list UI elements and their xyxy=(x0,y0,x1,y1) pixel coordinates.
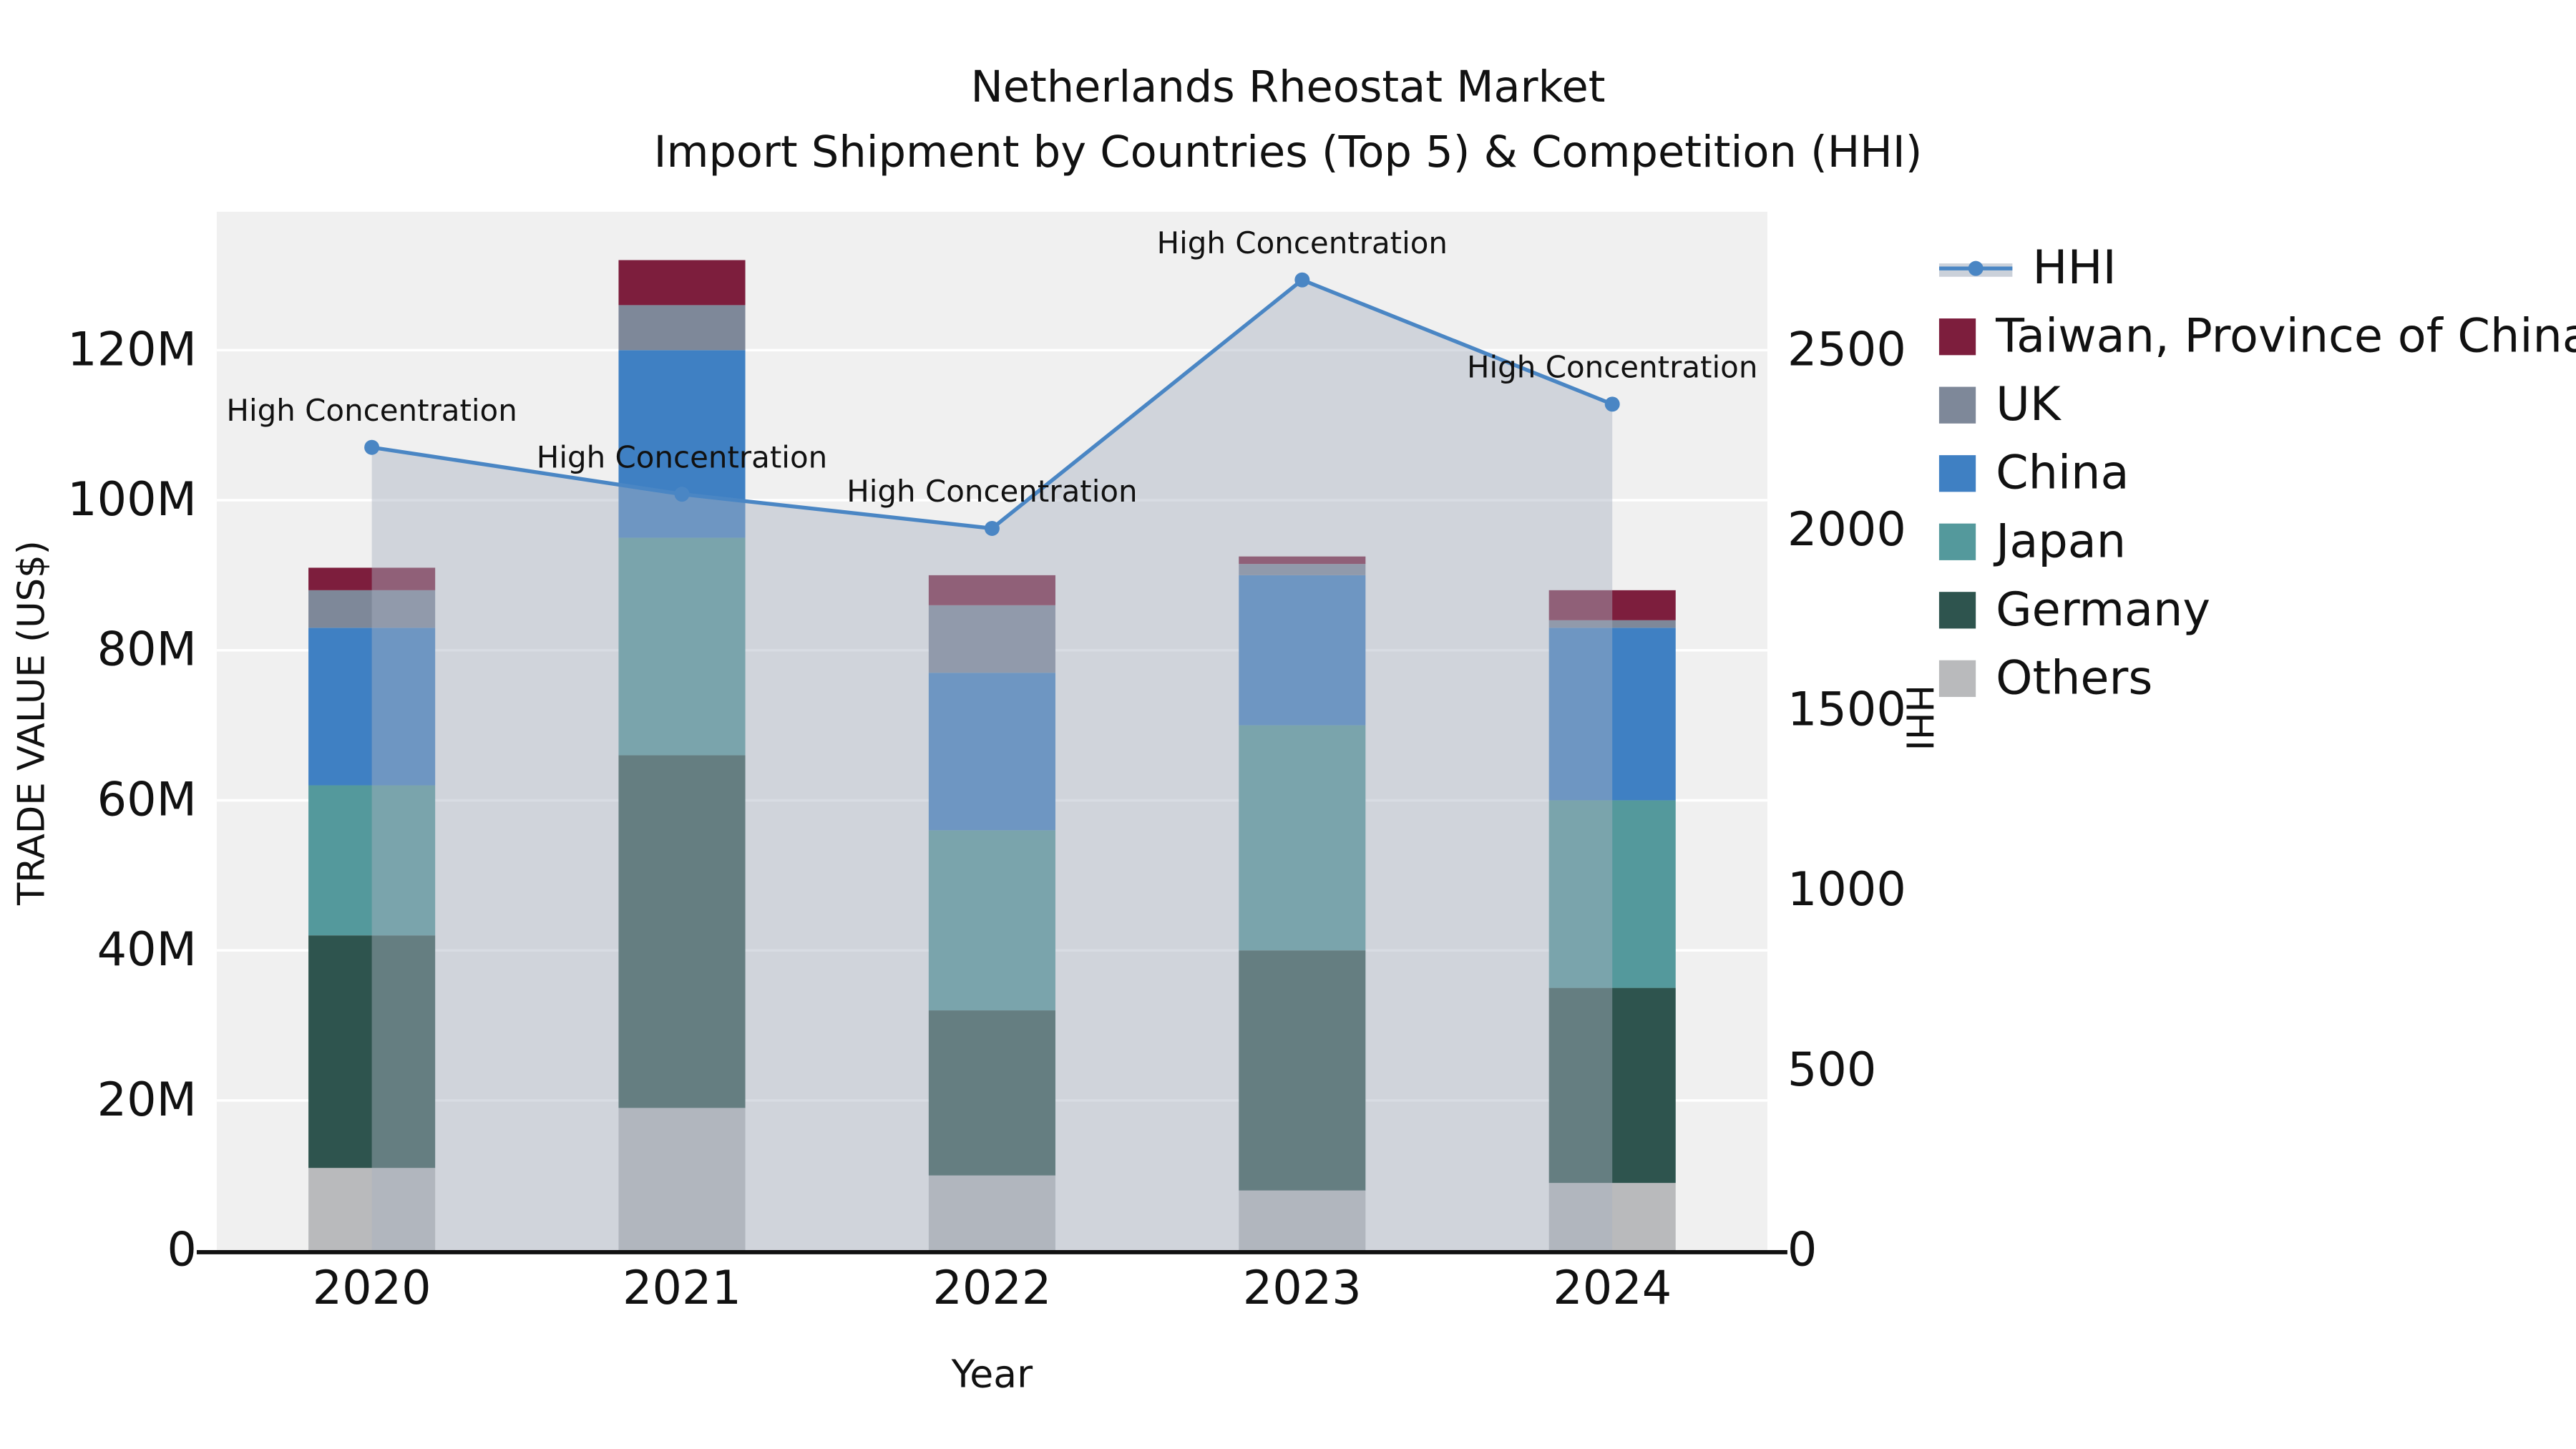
bar-segment-uk[interactable] xyxy=(308,590,436,628)
hhi-axis-label: HHI xyxy=(1896,684,1938,751)
legend-swatch-taiwan-province-of-china xyxy=(1938,317,1976,355)
y-tick-label: 60M xyxy=(97,772,197,826)
bar-segment-germany[interactable] xyxy=(1239,950,1366,1191)
trade-value-axis-label: TRADE VALUE (US$) xyxy=(12,540,54,906)
y2-tick-label: 1000 xyxy=(1787,862,1906,917)
bar-segment-others[interactable] xyxy=(928,1175,1055,1251)
y-tick-label: 100M xyxy=(67,472,197,527)
legend-item-taiwan-province-of-china[interactable]: Taiwan, Province of China xyxy=(1938,302,2576,371)
bar-segment-japan[interactable] xyxy=(928,830,1055,1011)
y2-tick-label: 500 xyxy=(1787,1043,1877,1097)
bar-segment-china[interactable] xyxy=(1239,575,1366,726)
bar-segment-japan[interactable] xyxy=(1239,725,1366,951)
legend-label: China xyxy=(1996,445,2129,501)
legend-item-others[interactable]: Others xyxy=(1938,643,2576,712)
hhi-marker[interactable] xyxy=(1294,272,1310,288)
annotation-high-concentration: High Concentration xyxy=(1467,350,1757,385)
bar-segment-uk[interactable] xyxy=(618,305,746,351)
hhi-marker[interactable] xyxy=(984,520,1000,536)
annotation-high-concentration: High Concentration xyxy=(537,439,827,474)
x-tick-label: 2020 xyxy=(313,1261,431,1315)
x-tick-label: 2023 xyxy=(1243,1261,1362,1315)
hhi-marker[interactable] xyxy=(674,487,690,502)
hhi-marker[interactable] xyxy=(364,439,380,455)
bar-segment-taiwan-province-of-china[interactable] xyxy=(618,260,746,306)
bar-segment-others[interactable] xyxy=(618,1108,746,1251)
chart-title-line2: Import Shipment by Countries (Top 5) & C… xyxy=(653,128,1923,179)
legend-label: Germany xyxy=(1996,582,2211,638)
legend-label: Taiwan, Province of China xyxy=(1996,308,2576,364)
chart-title-line1: Netherlands Rheostat Market xyxy=(970,63,1606,114)
bar-segment-germany[interactable] xyxy=(1548,987,1676,1184)
legend-label: Japan xyxy=(1996,513,2127,569)
hhi-line-legend-icon xyxy=(1938,260,2013,276)
y-tick-label: 80M xyxy=(97,623,197,677)
bar-segment-others[interactable] xyxy=(308,1168,436,1251)
y2-tick-label: 2500 xyxy=(1787,322,1906,376)
bar-segment-taiwan-province-of-china[interactable] xyxy=(1548,590,1676,620)
bar-segment-china[interactable] xyxy=(1548,628,1676,801)
y-tick-label: 20M xyxy=(97,1073,197,1127)
legend-swatch-japan xyxy=(1938,522,1976,560)
y-tick-label: 120M xyxy=(67,322,197,376)
legend-swatch-china xyxy=(1938,454,1976,492)
y2-tick-label: 1500 xyxy=(1787,683,1906,737)
bar-segment-uk[interactable] xyxy=(1548,620,1676,628)
bar-segment-taiwan-province-of-china[interactable] xyxy=(308,567,436,590)
bar-segment-germany[interactable] xyxy=(618,755,746,1108)
bar-segment-taiwan-province-of-china[interactable] xyxy=(928,575,1055,605)
bar-segment-taiwan-province-of-china[interactable] xyxy=(1239,556,1366,565)
year-axis-label: Year xyxy=(951,1354,1033,1397)
legend-swatch-germany xyxy=(1938,591,1976,628)
bar-segment-others[interactable] xyxy=(1239,1190,1366,1251)
bar-segment-germany[interactable] xyxy=(928,1010,1055,1176)
bar-segment-japan[interactable] xyxy=(1548,800,1676,988)
bar-segment-japan[interactable] xyxy=(618,537,746,756)
annotation-high-concentration: High Concentration xyxy=(847,474,1137,509)
legend-label: HHI xyxy=(2032,240,2117,296)
bar-segment-china[interactable] xyxy=(928,673,1055,831)
x-tick-label: 2024 xyxy=(1553,1261,1672,1315)
legend: HHI Taiwan, Province of China UK China Japan… xyxy=(1938,233,2576,712)
bar-segment-china[interactable] xyxy=(308,628,436,786)
y2-tick-label: 2000 xyxy=(1787,502,1906,557)
bar-segment-uk[interactable] xyxy=(928,605,1055,673)
legend-item-china[interactable]: China xyxy=(1938,439,2576,507)
bar-segment-japan[interactable] xyxy=(308,785,436,936)
chart-title: Netherlands Rheostat Market Import Shipm… xyxy=(0,57,2576,187)
x-tick-label: 2021 xyxy=(623,1261,741,1315)
legend-item-japan[interactable]: Japan xyxy=(1938,507,2576,575)
y-tick-label: 0 xyxy=(167,1223,197,1277)
legend-swatch-others xyxy=(1938,659,1976,696)
x-tick-label: 2022 xyxy=(932,1261,1051,1315)
legend-label: UK xyxy=(1996,376,2061,432)
legend-item-hhi[interactable]: HHI xyxy=(1938,233,2576,302)
bar-segment-china[interactable] xyxy=(618,350,746,538)
hhi-marker[interactable] xyxy=(1604,396,1620,412)
legend-item-uk[interactable]: UK xyxy=(1938,370,2576,439)
legend-label: Others xyxy=(1996,650,2153,706)
y2-tick-label: 0 xyxy=(1787,1223,1818,1277)
bar-segment-germany[interactable] xyxy=(308,935,436,1169)
annotation-high-concentration: High Concentration xyxy=(226,393,517,428)
annotation-high-concentration: High Concentration xyxy=(1157,225,1448,260)
bar-segment-uk[interactable] xyxy=(1239,564,1366,575)
bar-segment-others[interactable] xyxy=(1548,1183,1676,1251)
hhi-area xyxy=(371,280,1613,1251)
legend-swatch-uk xyxy=(1938,386,1976,423)
legend-item-germany[interactable]: Germany xyxy=(1938,575,2576,644)
y-tick-label: 40M xyxy=(97,922,197,977)
